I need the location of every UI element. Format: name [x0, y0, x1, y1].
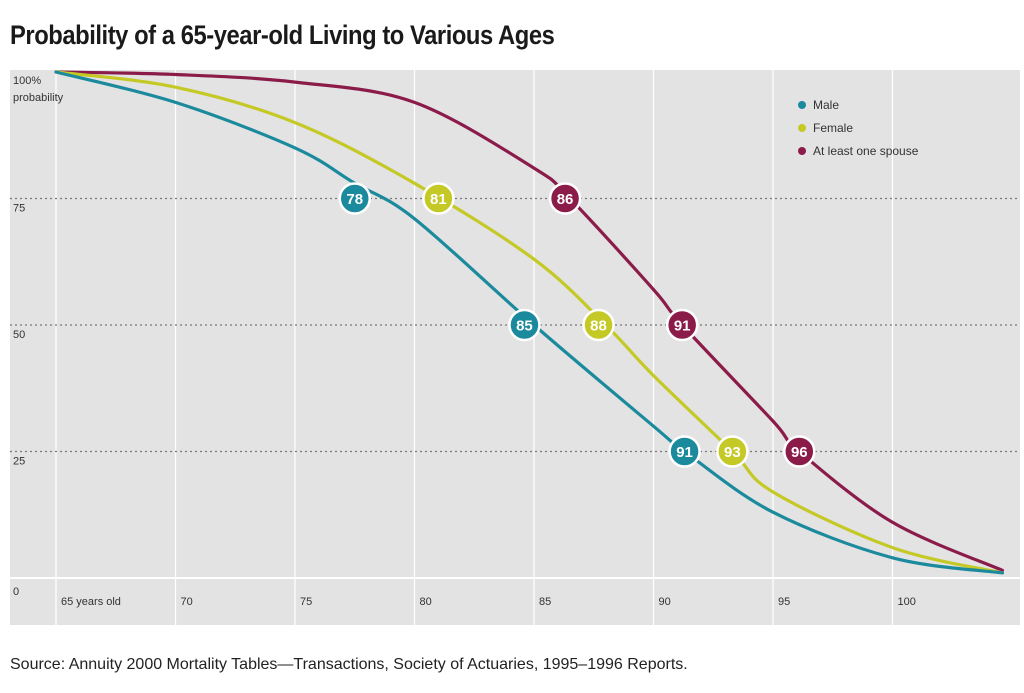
y-tick-label: 100% [13, 75, 41, 87]
x-tick-label: 85 [539, 596, 551, 608]
line-chart: 0 25 50 75 100% probability 65 years old 70 75 8… [10, 70, 1020, 625]
y-tick-label: 75 [13, 203, 25, 215]
marker-male [338, 182, 371, 215]
y-axis-sublabel: probability [13, 92, 64, 104]
x-tick-label: 100 [898, 596, 916, 608]
marker-label-male: 85 [516, 318, 533, 335]
marker-male [508, 308, 541, 342]
marker-at-least-one-spouse [665, 308, 699, 342]
legend-label-female: Female [813, 121, 853, 135]
legend: Male Female At least one spouse [798, 98, 919, 158]
legend-label-at-least-one-spouse: At least one spouse [813, 144, 919, 158]
x-tick-label: 70 [181, 596, 193, 608]
series-markers: 78 85 91 81 88 93 86 91 96 [338, 182, 816, 468]
x-tick-label: 65 years old [61, 596, 121, 608]
source-note: Source: Annuity 2000 Mortality Tables—Tr… [10, 656, 688, 673]
x-tick-label: 95 [778, 596, 790, 608]
marker-female [716, 435, 749, 468]
y-axis: 0 25 50 75 100% probability [13, 75, 64, 598]
legend-swatch-at-least-one-spouse [798, 147, 806, 155]
marker-label-male: 78 [346, 191, 363, 208]
legend-label-male: Male [813, 98, 839, 112]
x-tick-label: 75 [300, 596, 312, 608]
chart-title: Probability of a 65-year-old Living to V… [10, 20, 555, 50]
marker-female [422, 182, 455, 215]
x-tick-label: 90 [659, 596, 671, 608]
x-tick-label: 80 [420, 596, 432, 608]
marker-label-at-least-one-spouse: 91 [674, 318, 691, 335]
marker-at-least-one-spouse [783, 435, 816, 468]
legend-swatch-female [798, 124, 806, 132]
legend-swatch-male [798, 101, 806, 109]
marker-label-female: 81 [430, 191, 447, 208]
marker-at-least-one-spouse [548, 182, 582, 215]
marker-female [582, 308, 615, 342]
y-tick-label: 50 [13, 329, 25, 341]
marker-label-female: 88 [590, 318, 607, 335]
marker-label-at-least-one-spouse: 86 [557, 191, 574, 208]
marker-label-male: 91 [676, 444, 693, 461]
y-tick-label: 25 [13, 456, 25, 468]
marker-label-at-least-one-spouse: 96 [791, 444, 808, 461]
y-tick-label: 0 [13, 586, 19, 598]
marker-male [668, 435, 701, 468]
x-axis: 65 years old 70 75 80 85 90 95 100 [61, 596, 916, 608]
marker-label-female: 93 [724, 444, 741, 461]
